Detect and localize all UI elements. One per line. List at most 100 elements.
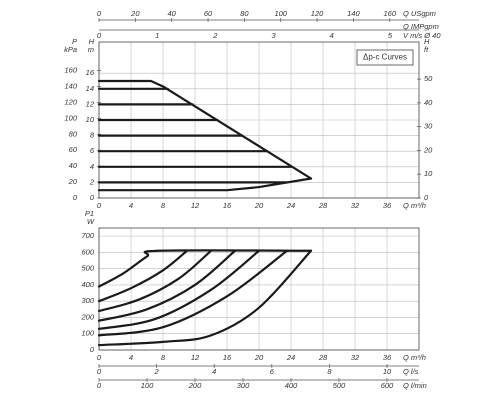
x-tick-label: 80 bbox=[240, 9, 249, 18]
y-tick-label: 6 bbox=[90, 146, 95, 155]
x-tick-label: 0 bbox=[97, 31, 102, 40]
x-tick-label: 4 bbox=[129, 201, 133, 210]
x-tick-label: 6 bbox=[270, 367, 275, 376]
y-tick-label: 50 bbox=[424, 74, 433, 83]
y-tick-label: 20 bbox=[68, 177, 78, 186]
y-tick-label: 12 bbox=[86, 99, 95, 108]
curve bbox=[97, 249, 189, 303]
axis-label: Q l/s bbox=[403, 367, 419, 376]
y-tick-label: 120 bbox=[64, 97, 77, 106]
axis-label: P bbox=[72, 37, 77, 46]
axis-label: Q IMPgpm bbox=[403, 22, 439, 31]
x-tick-label: 8 bbox=[161, 201, 166, 210]
y-tick-label: 300 bbox=[81, 296, 94, 305]
x-tick-label: 4 bbox=[212, 367, 216, 376]
x-tick-label: 32 bbox=[351, 201, 360, 210]
axis-label: H bbox=[89, 37, 95, 46]
x-tick-label: 24 bbox=[286, 353, 295, 362]
y-tick-label: 16 bbox=[86, 68, 95, 77]
x-tick-label: 36 bbox=[383, 201, 392, 210]
x-tick-label: 8 bbox=[161, 353, 166, 362]
axis-label: ft bbox=[424, 45, 429, 54]
x-tick-label: 400 bbox=[285, 381, 298, 390]
y-tick-label: 4 bbox=[90, 162, 94, 171]
curve bbox=[97, 79, 313, 180]
x-tick-label: 12 bbox=[191, 353, 200, 362]
y-tick-label: 100 bbox=[81, 329, 94, 338]
x-tick-label: 1 bbox=[155, 31, 159, 40]
y-tick-label: 0 bbox=[90, 193, 95, 202]
y-tick-label: 2 bbox=[89, 177, 95, 186]
y-tick-label: 500 bbox=[81, 264, 94, 273]
x-tick-label: 32 bbox=[351, 353, 360, 362]
x-tick-label: 24 bbox=[286, 201, 295, 210]
axis-label: H bbox=[424, 37, 430, 46]
axis-label: Q m³/h bbox=[403, 353, 426, 362]
y-tick-label: 14 bbox=[86, 84, 94, 93]
y-tick-label: 20 bbox=[423, 145, 433, 154]
y-tick-label: 60 bbox=[69, 145, 78, 154]
axis-label: Q m³/h bbox=[403, 201, 426, 210]
y-tick-label: 0 bbox=[424, 193, 429, 202]
y-tick-label: 160 bbox=[64, 66, 77, 75]
x-tick-label: 2 bbox=[154, 367, 160, 376]
y-tick-label: 0 bbox=[73, 193, 78, 202]
curve bbox=[97, 249, 289, 337]
x-tick-label: 4 bbox=[330, 31, 334, 40]
x-tick-label: 16 bbox=[223, 353, 232, 362]
x-tick-label: 20 bbox=[254, 353, 264, 362]
x-tick-label: 120 bbox=[311, 9, 324, 18]
y-tick-label: 10 bbox=[424, 169, 433, 178]
y-tick-label: 80 bbox=[69, 129, 78, 138]
y-tick-label: 200 bbox=[80, 312, 94, 321]
x-tick-label: 0 bbox=[97, 367, 102, 376]
y-tick-label: 100 bbox=[64, 113, 77, 122]
x-tick-label: 0 bbox=[97, 353, 102, 362]
annotation-box bbox=[356, 49, 414, 66]
axis-label: Q l/min bbox=[403, 381, 427, 390]
y-tick-label: 400 bbox=[81, 280, 94, 289]
x-tick-label: 0 bbox=[97, 381, 102, 390]
axis-label: V m/s Ø 40 bbox=[403, 31, 441, 40]
x-tick-label: 100 bbox=[141, 381, 154, 390]
axis-label: W bbox=[87, 217, 95, 226]
x-tick-label: 200 bbox=[188, 381, 202, 390]
x-tick-label: 3 bbox=[271, 31, 276, 40]
y-tick-label: 40 bbox=[424, 98, 433, 107]
x-tick-label: 4 bbox=[129, 353, 133, 362]
x-tick-label: 500 bbox=[333, 381, 346, 390]
x-tick-label: 0 bbox=[97, 9, 102, 18]
x-tick-label: 600 bbox=[381, 381, 394, 390]
axis-label: Q USgpm bbox=[403, 9, 436, 18]
y-tick-label: 600 bbox=[81, 247, 94, 256]
x-tick-label: 140 bbox=[347, 9, 360, 18]
y-tick-label: 0 bbox=[90, 345, 95, 354]
x-tick-label: 60 bbox=[204, 9, 213, 18]
y-tick-label: 700 bbox=[81, 231, 94, 240]
x-tick-label: 20 bbox=[130, 9, 140, 18]
x-tick-label: 100 bbox=[274, 9, 287, 18]
curve bbox=[97, 177, 313, 192]
x-tick-label: 28 bbox=[318, 353, 328, 362]
panel: 0 4 8 12 16 20 24 28 32 36 Q m³/h0 2 4 6 8 10 Q l/s0 100 2… bbox=[80, 209, 426, 390]
annotation: Δp-c Curves bbox=[363, 53, 407, 62]
x-tick-label: 36 bbox=[383, 353, 392, 362]
x-tick-label: 20 bbox=[254, 201, 264, 210]
curve bbox=[97, 249, 313, 347]
x-tick-label: 10 bbox=[383, 367, 392, 376]
x-tick-label: 300 bbox=[237, 381, 250, 390]
x-tick-label: 5 bbox=[388, 31, 393, 40]
y-tick-label: 30 bbox=[424, 122, 433, 131]
y-tick-label: 8 bbox=[90, 131, 95, 140]
curve bbox=[97, 249, 261, 330]
x-tick-label: 12 bbox=[191, 201, 200, 210]
panel: 0 4 8 12 16 20 24 28 32 36 Q m³/h0 20 40 60 80 100 120 14… bbox=[64, 9, 441, 210]
axis-label: P1 bbox=[85, 209, 94, 218]
x-tick-label: 2 bbox=[212, 31, 218, 40]
x-tick-label: 16 bbox=[223, 201, 232, 210]
curve bbox=[97, 249, 237, 322]
axis-label: kPa bbox=[64, 45, 77, 54]
y-tick-label: 10 bbox=[86, 115, 95, 124]
plot-frame bbox=[98, 227, 420, 351]
axis-label: m bbox=[88, 45, 94, 54]
